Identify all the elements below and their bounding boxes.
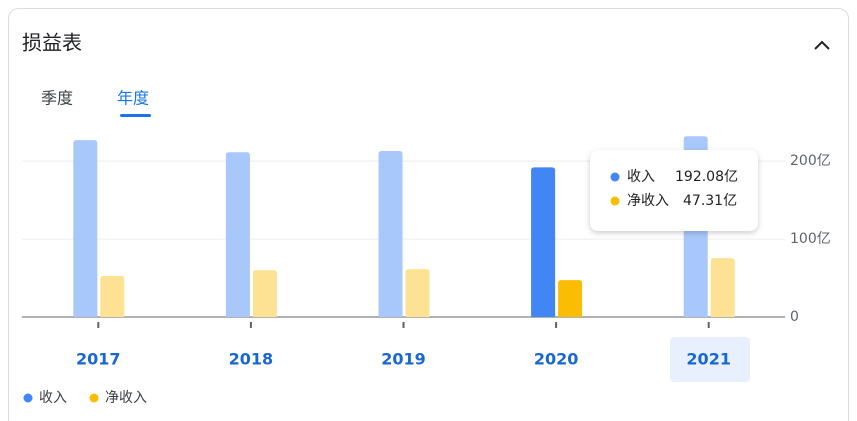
x-tick-label[interactable]: 2021 [686,350,731,369]
bar[interactable] [558,280,583,317]
tooltip-name: 净收入 [627,193,669,209]
bar[interactable] [405,269,430,317]
legend-dot [89,393,99,403]
tooltip-value: 47.31亿 [683,193,737,209]
bar[interactable] [710,258,735,317]
tab-annual[interactable]: 年度 [117,89,149,108]
legend-label: 净收入 [105,390,147,406]
selected-year-highlight [670,337,750,382]
y-tick-label: 0 [790,309,799,325]
y-tick-label: 100亿 [790,231,831,247]
x-tick-label[interactable]: 2019 [381,350,426,369]
bar[interactable] [252,270,277,317]
card-title: 损益表 [22,31,82,55]
tooltip-value: 192.08亿 [675,169,738,185]
tooltip-dot [610,196,620,206]
tab-quarterly[interactable]: 季度 [41,89,73,108]
bar[interactable] [225,152,250,317]
x-tick-label[interactable]: 2018 [229,350,274,369]
tab-indicator [120,114,151,117]
x-tick-label[interactable]: 2017 [76,350,121,369]
y-tick-label: 200亿 [790,153,831,169]
bar[interactable] [73,140,98,317]
bar[interactable] [531,167,556,317]
tooltip-name: 收入 [627,169,655,185]
collapse-button[interactable] [814,40,830,50]
x-tick-label[interactable]: 2020 [534,350,579,369]
card-border [8,8,849,421]
legend-label: 收入 [39,390,67,406]
tooltip [590,150,758,231]
bar[interactable] [378,151,403,317]
tooltip-dot [610,172,620,182]
legend-dot [23,393,33,403]
bar[interactable] [100,276,125,317]
